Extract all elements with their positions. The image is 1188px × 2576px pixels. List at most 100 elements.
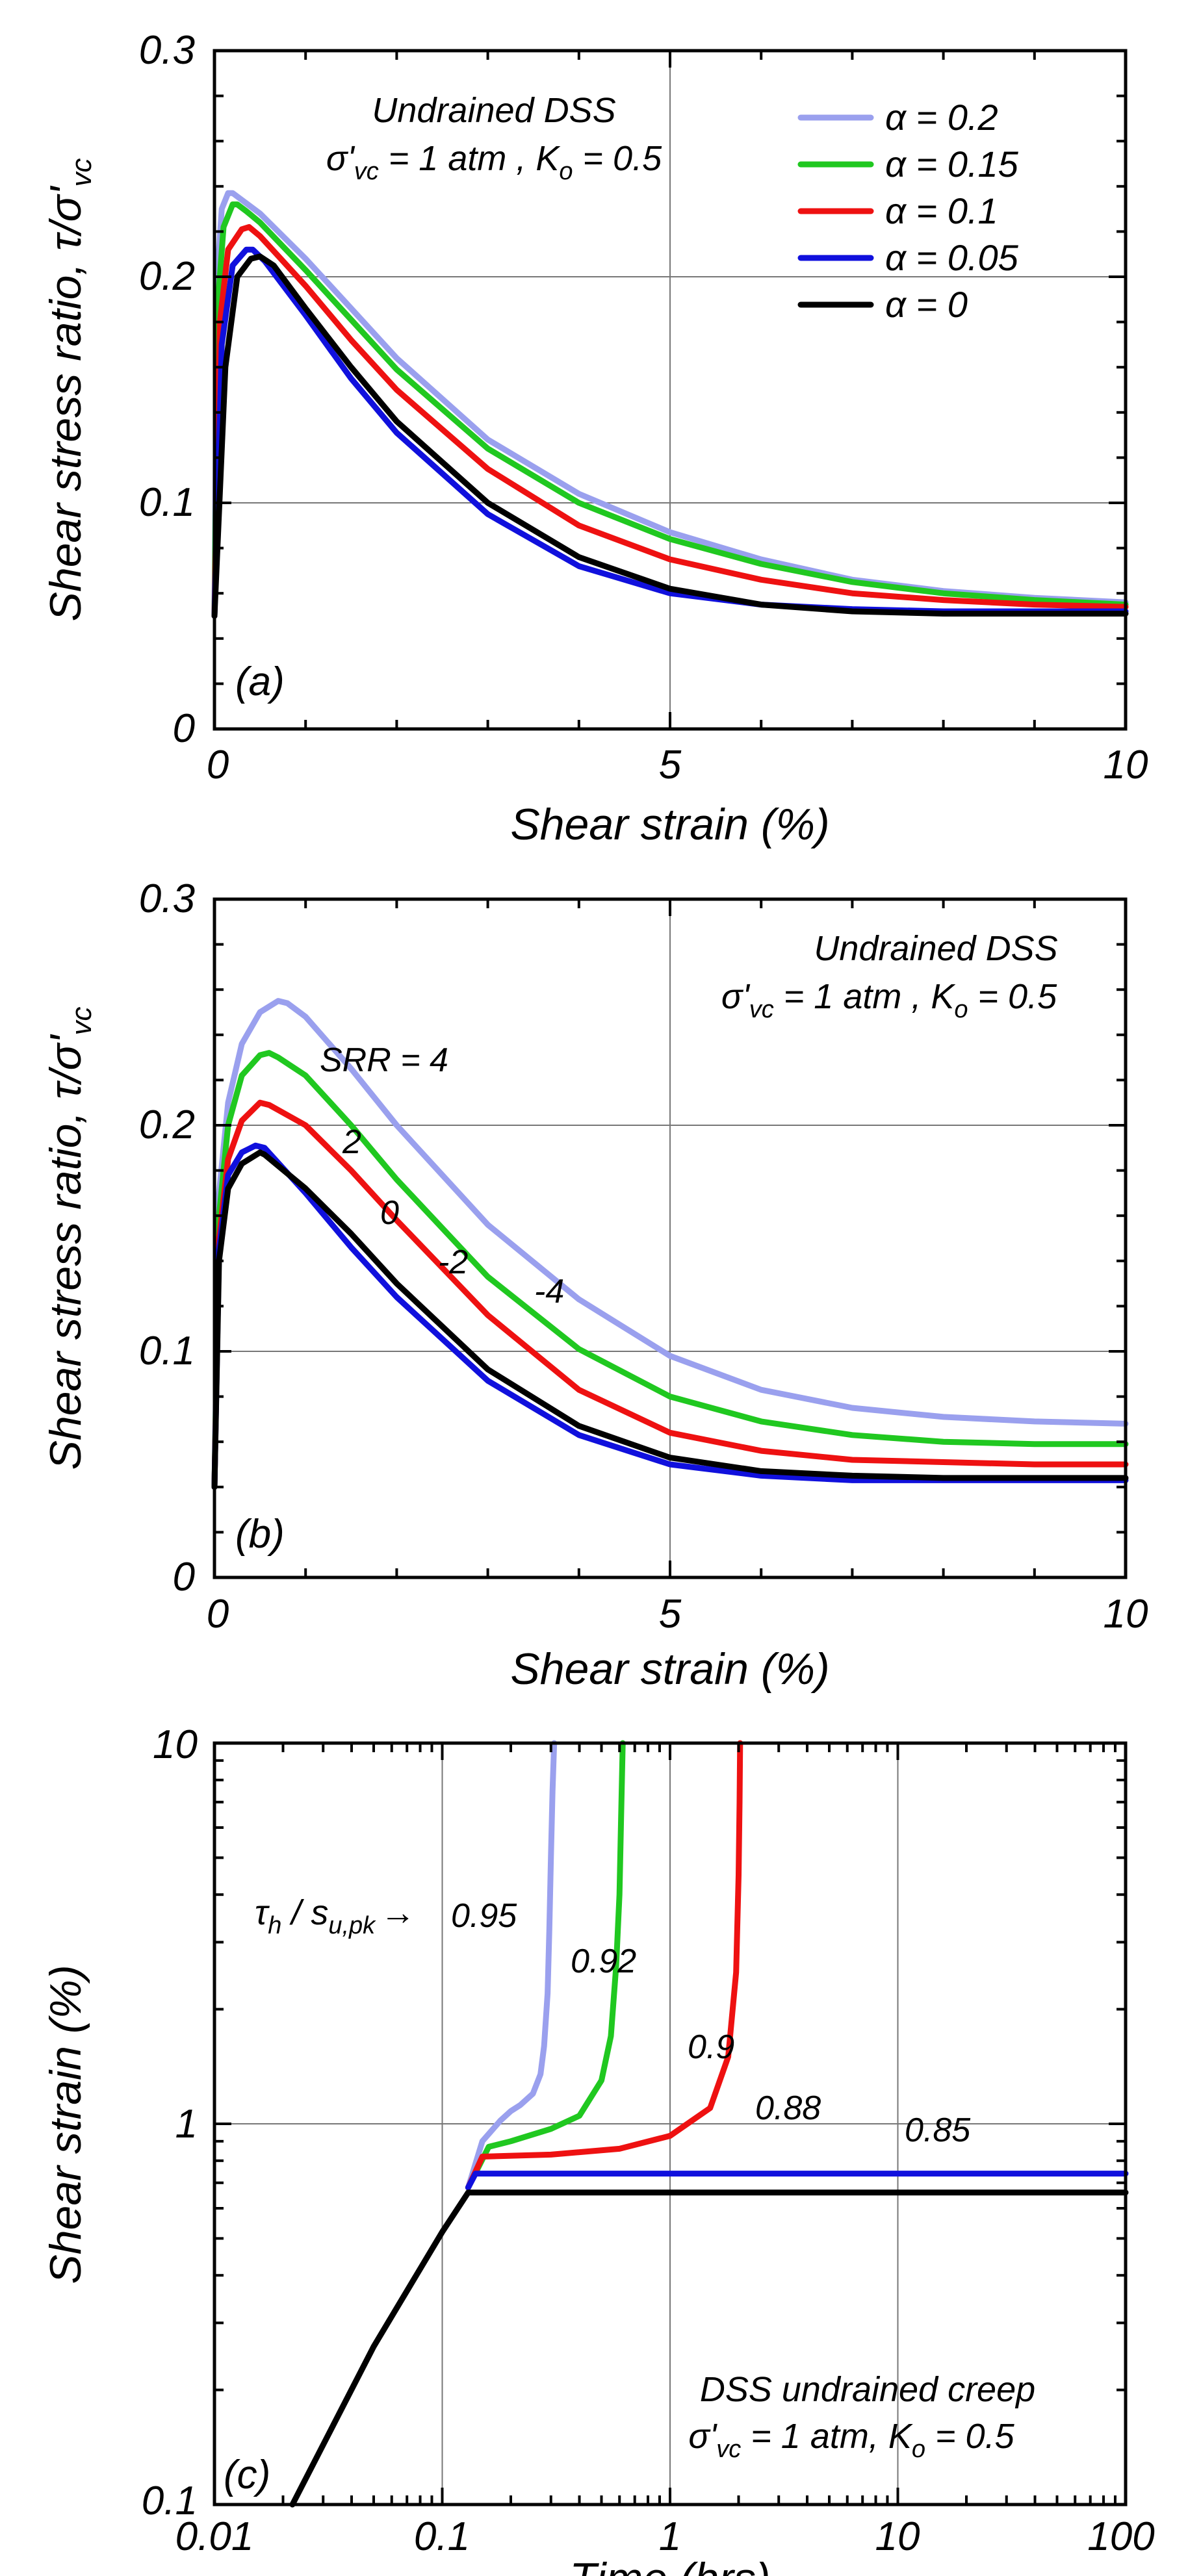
panel-a-series (211, 190, 1129, 619)
panel-c-ratio-label: τh / su,pk → (255, 1893, 415, 1939)
panel-a-ann-sigma: σ' (326, 139, 355, 178)
panel-a-ann-sub-vc: vc (354, 158, 379, 185)
panel-b-xtick-1: 5 (659, 1592, 682, 1637)
panel-c-series-3 (465, 1740, 743, 2191)
panel-a-ylabel: Shear stress ratio, τ/σ'vc (41, 159, 97, 622)
panel-b-ann-sub-vc: vc (749, 996, 774, 1023)
panel-b-series (211, 998, 1129, 1490)
legend-label-2: α = 0.15 (885, 144, 1019, 185)
panel-a-xtick-2: 10 (1104, 743, 1148, 787)
panel-c: 0.1 1 10 0.01 0.1 1 10 100 Time (hrs) Sh… (41, 1722, 1155, 2576)
panel-c-xtick-2: 1 (659, 2514, 681, 2559)
panel-b-curve-label-srr0: 0 (380, 1194, 399, 1232)
panel-b-ann-end: = 0.5 (968, 977, 1058, 1016)
panel-b-ytick-3: 0.3 (139, 876, 195, 921)
panel-b: 0 0.1 0.2 0.3 0 5 10 Shear strain (%) Sh… (41, 876, 1148, 1694)
panel-a-ytick-2: 0.2 (139, 254, 195, 299)
panel-c-curve-label-085: 0.85 (905, 2111, 971, 2149)
legend-label-1: α = 0.2 (885, 97, 998, 138)
panel-c-curve-label-088: 0.88 (755, 2089, 821, 2127)
panel-c-ann-sigma: σ' (688, 2417, 717, 2456)
panel-a-legend: α = 0.2 α = 0.15 α = 0.1 α = 0.05 α = 0 (797, 97, 1019, 325)
panel-c-series-2 (465, 1740, 626, 2191)
panel-a-xtick-1: 5 (659, 743, 682, 787)
panel-c-xtick-1: 0.1 (414, 2514, 470, 2559)
panel-c-series-4 (465, 2171, 1129, 2191)
panel-b-annotation-line1: Undrained DSS (814, 929, 1057, 968)
ratio-tau-sub: h (268, 1912, 281, 1939)
panel-b-ann-sub-o: o (954, 996, 968, 1023)
panel-b-ytick-0: 0 (173, 1555, 195, 1600)
panel-c-curve-label-095: 0.95 (451, 1897, 517, 1935)
panel-b-series-4 (211, 1149, 1129, 1490)
panel-c-series-5 (289, 2189, 1129, 2508)
panel-b-ylabel-main: Shear stress ratio, τ/σ' (41, 1034, 90, 1470)
panel-c-series-1 (465, 1740, 558, 2191)
panel-a-series-2 (211, 201, 1129, 619)
panel-c-ann-end: = 0.5 (925, 2417, 1015, 2456)
panel-a-ann-mid: = 1 atm , K (379, 139, 561, 178)
ratio-s-sub: u,pk (328, 1912, 376, 1939)
panel-b-ytick-1: 0.1 (139, 1329, 195, 1373)
panel-a-ylabel-sub: vc (66, 159, 97, 187)
panel-b-xtick-2: 10 (1104, 1592, 1148, 1637)
panel-b-ticks (213, 898, 1127, 1579)
panel-a-label: (a) (235, 659, 285, 704)
panel-a-grid (214, 51, 1126, 729)
panel-b-curve-label-srr4: SRR = 4 (320, 1041, 448, 1079)
panel-b-series-5 (211, 1142, 1129, 1490)
panel-c-ytick-1: 1 (175, 2102, 198, 2147)
panel-b-ann-sigma: σ' (721, 977, 751, 1016)
ratio-arrow-icon: → (380, 1893, 415, 1932)
legend-label-4: α = 0.05 (885, 237, 1019, 278)
panel-c-xtick-0: 0.01 (175, 2514, 254, 2559)
panel-a-annotation-line1: Undrained DSS (372, 91, 615, 130)
panel-a: 0 0.1 0.2 0.3 0 5 10 Shear strain (%) Sh… (41, 28, 1148, 849)
panel-a-ylabel-main: Shear stress ratio, τ/σ' (41, 185, 90, 621)
panel-b-xlabel: Shear strain (%) (510, 1644, 829, 1694)
panel-c-ticks (213, 1742, 1127, 2506)
panel-b-ylabel-sub: vc (66, 1007, 97, 1036)
panel-c-curve-label-092: 0.92 (571, 1943, 636, 1980)
panel-b-series-1 (211, 998, 1129, 1490)
panel-a-ytick-1: 0.1 (139, 480, 195, 525)
panel-b-ann-mid: = 1 atm , K (774, 977, 956, 1016)
panel-c-xtick-4: 100 (1087, 2514, 1154, 2559)
panel-c-ytick-0: 0.1 (142, 2479, 198, 2523)
panel-b-series-3 (211, 1099, 1129, 1490)
panel-a-ytick-3: 0.3 (139, 28, 195, 73)
ratio-tau: τ (255, 1893, 270, 1932)
panel-c-annotation-line2: σ'vc = 1 atm, Ko = 0.5 (688, 2417, 1014, 2463)
panel-c-ann-sub-o: o (912, 2436, 925, 2463)
panel-a-series-5 (211, 253, 1129, 619)
ratio-slash-s: / s (281, 1893, 328, 1932)
panel-a-series-3 (211, 223, 1129, 619)
panel-c-curve-label-09: 0.9 (688, 2028, 734, 2066)
panel-a-ticks (213, 49, 1127, 730)
panel-c-annotation-line1: DSS undrained creep (700, 2370, 1035, 2409)
panel-b-xtick-0: 0 (207, 1592, 229, 1637)
panel-c-ann-sub-vc: vc (716, 2436, 741, 2463)
panel-b-curve-label-srrm4: -4 (534, 1273, 564, 1310)
panel-a-annotation-line2: σ'vc = 1 atm , Ko = 0.5 (326, 139, 662, 185)
panel-c-series (289, 1740, 1129, 2508)
panel-a-ann-end: = 0.5 (573, 139, 663, 178)
panel-b-curve-label-srrm2: -2 (438, 1243, 468, 1281)
panel-c-xlabel: Time (hrs) (569, 2554, 770, 2576)
panel-b-ytick-2: 0.2 (139, 1103, 195, 1147)
panel-b-ylabel: Shear stress ratio, τ/σ'vc (41, 1007, 97, 1470)
panel-c-ylabel: Shear strain (%) (41, 1965, 90, 2284)
panel-b-annotation-line2: σ'vc = 1 atm , Ko = 0.5 (721, 977, 1057, 1023)
legend-label-5: α = 0 (885, 284, 968, 325)
panel-a-xlabel: Shear strain (%) (510, 800, 829, 849)
panel-c-ann-mid: = 1 atm, K (741, 2417, 913, 2456)
panel-c-label: (c) (224, 2453, 270, 2497)
panel-a-ytick-0: 0 (173, 706, 195, 751)
panel-b-label: (b) (235, 1512, 285, 1557)
panel-c-xtick-3: 10 (875, 2514, 920, 2559)
panel-c-ytick-2: 10 (153, 1722, 198, 1767)
panel-b-curve-label-srr2: 2 (342, 1123, 361, 1161)
legend-label-3: α = 0.1 (885, 190, 998, 231)
panel-b-series-2 (211, 1050, 1129, 1490)
